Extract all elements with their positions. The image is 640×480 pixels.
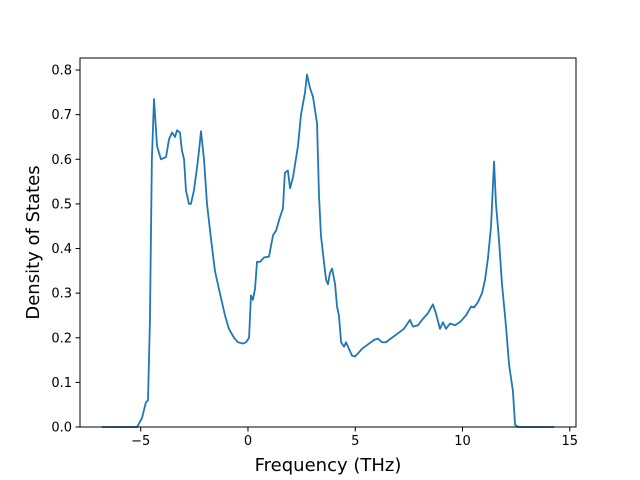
y-tick-label: 0.2 (51, 331, 72, 346)
y-axis-label: Density of States (23, 165, 44, 319)
x-tick-label: 15 (562, 434, 579, 449)
plot-frame (79, 57, 577, 428)
x-tick-label: 0 (244, 434, 252, 449)
line (101, 73, 555, 428)
y-tick-label: 0.3 (51, 287, 72, 302)
y-tick-label: 0.7 (51, 108, 72, 123)
x-tick-label: 10 (454, 434, 471, 449)
y-tick-label: 0.0 (51, 421, 72, 436)
x-axis-label: Frequency (THz) (255, 455, 402, 476)
x-tick-label: 5 (351, 434, 359, 449)
y-tick-label: 0.1 (51, 376, 72, 391)
y-tick-label: 0.4 (51, 242, 72, 257)
y-tick-label: 0.8 (51, 64, 72, 79)
y-tick-label: 0.6 (51, 153, 72, 168)
x-tick-label: −5 (131, 434, 150, 449)
y-tick-label: 0.5 (51, 197, 72, 212)
